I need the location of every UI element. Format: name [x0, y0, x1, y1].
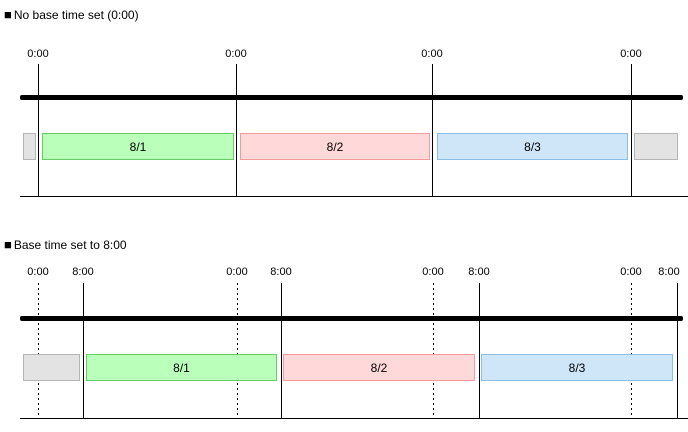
section2-tick-label-0000-4: 0:00	[620, 266, 642, 278]
section1-bar-aug1: 8/1	[42, 133, 234, 160]
section2-axis-line	[20, 316, 683, 321]
black-square-bullet: ■	[4, 237, 12, 252]
section1-bar-aug3: 8/3	[437, 133, 628, 160]
section2-bar-aug2: 8/2	[283, 354, 475, 381]
section2-midnight-dotted-line-2	[237, 283, 238, 418]
section2-basetime-line-1	[83, 283, 84, 418]
section2-title-text: Base time set to 8:00	[13, 238, 127, 252]
section2-tick-label-0800-2: 8:00	[270, 266, 292, 278]
bar-label: 8/1	[173, 360, 190, 375]
section1-tick-line-2	[236, 64, 237, 196]
section2-midnight-dotted-line-1	[38, 283, 39, 418]
section2-bar-gray-left	[23, 354, 80, 381]
section1-tick-line-3	[432, 64, 433, 196]
section2-tick-label-0000-3: 0:00	[422, 266, 444, 278]
section1-title-text: No base time set (0:00)	[13, 8, 139, 22]
section2-bottom-line	[20, 418, 688, 419]
section1-tick-label-4: 0:00	[620, 48, 642, 60]
section1-axis-line	[20, 95, 683, 100]
section2-basetime-line-3	[479, 283, 480, 418]
black-square-bullet: ■	[4, 7, 12, 22]
section1-bar-aug2: 8/2	[240, 133, 430, 160]
section1-bar-gray-right	[634, 133, 678, 160]
section2-bar-aug3: 8/3	[481, 354, 673, 381]
section2-tick-label-0000-2: 0:00	[226, 266, 248, 278]
section1-tick-label-3: 0:00	[421, 48, 443, 60]
section1-bottom-line	[20, 196, 688, 197]
bar-label: 8/2	[370, 360, 388, 375]
section1-bar-gray-left	[23, 133, 36, 160]
bar-label: 8/3	[524, 139, 541, 154]
section2-bar-aug1: 8/1	[86, 354, 277, 381]
section1-tick-line-4	[631, 64, 632, 196]
section2-tick-label-0800-3: 8:00	[468, 266, 490, 278]
section2-midnight-dotted-line-4	[631, 283, 632, 418]
section2-tick-label-0800-4: 8:00	[658, 266, 680, 278]
section1-title: ■ No base time set (0:00)	[4, 8, 139, 22]
bar-label: 8/3	[568, 360, 586, 375]
section1-tick-line-1	[38, 64, 39, 196]
section2-basetime-line-2	[281, 283, 282, 418]
bar-label: 8/2	[326, 139, 344, 154]
section2-basetime-line-4	[677, 283, 678, 418]
section1-tick-label-1: 0:00	[27, 48, 49, 60]
section2-midnight-dotted-line-3	[433, 283, 434, 418]
section2-tick-label-0000-1: 0:00	[27, 266, 49, 278]
section2-tick-label-0800-1: 8:00	[72, 266, 94, 278]
bar-label: 8/1	[129, 139, 147, 154]
section1-tick-label-2: 0:00	[225, 48, 247, 60]
section2-title: ■ Base time set to 8:00	[4, 238, 127, 252]
